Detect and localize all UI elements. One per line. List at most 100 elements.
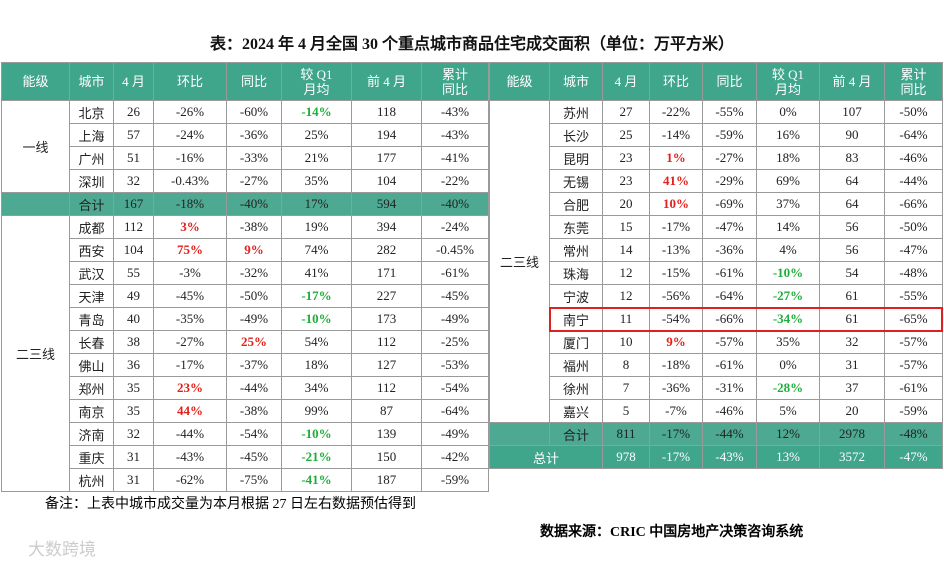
- cell: 35%: [756, 330, 820, 354]
- cell: -61%: [702, 353, 757, 377]
- header-row: 能级 城市 4 月环比 同比较 Q1 月均前 4 月累计 同比: [1, 62, 489, 101]
- cell: 徐州: [549, 376, 603, 400]
- cell: -50%: [226, 284, 282, 308]
- cell: 12: [602, 261, 650, 285]
- left-table: 能级 城市 4 月环比 同比较 Q1 月均前 4 月累计 同比 一线 北京 26 -26% -60%…: [1, 62, 489, 492]
- cell: 38: [113, 330, 154, 354]
- cell: -38%: [226, 399, 282, 423]
- cell: 35%: [281, 169, 352, 193]
- cell: -17%: [649, 422, 703, 446]
- header-text: 同比: [900, 81, 927, 97]
- cell: -25%: [421, 330, 489, 354]
- header-text: 月均: [774, 81, 801, 97]
- cell: 3%: [153, 215, 227, 239]
- cell: -42%: [421, 445, 489, 469]
- subtotal-row: 合计 811 -17% -44% 12% 2978 -48%: [489, 422, 943, 446]
- cell: 87: [351, 399, 422, 423]
- cell: 41%: [281, 261, 352, 285]
- cell: -61%: [421, 261, 489, 285]
- cell: 嘉兴: [549, 399, 603, 423]
- cell: 35: [113, 399, 154, 423]
- data-row: 青岛 40 -35% -49% -10% 173 -49%: [2, 307, 489, 331]
- data-row: 常州 14 -13% -36% 4% 56 -47%: [490, 238, 943, 262]
- cell: 10%: [649, 192, 703, 216]
- cell: 118: [351, 100, 422, 124]
- data-row: 无锡 23 41% -29% 69% 64 -44%: [490, 169, 943, 193]
- header-cell: 较 Q1 月均: [281, 62, 352, 101]
- cell: 173: [351, 307, 422, 331]
- cell: -37%: [226, 353, 282, 377]
- cell: -16%: [153, 146, 227, 170]
- data-row: 济南 32 -44% -54% -10% 139 -49%: [2, 422, 489, 446]
- source: 数据来源：CRIC 中国房地产决策咨询系统: [540, 525, 804, 540]
- data-row: 深圳 32 -0.43% -27% 35% 104 -22%: [2, 169, 489, 193]
- cell: -40%: [226, 192, 282, 216]
- data-row: 珠海 12 -15% -61% -10% 54 -48%: [490, 261, 943, 285]
- cell: 25: [602, 123, 650, 147]
- cell: -43%: [702, 445, 757, 469]
- cell: -43%: [421, 100, 489, 124]
- cell: -14%: [649, 123, 703, 147]
- header-text: 累计: [900, 66, 927, 82]
- cell: 104: [351, 169, 422, 193]
- cell: 282: [351, 238, 422, 262]
- cell: 99%: [281, 399, 352, 423]
- cell: 41%: [649, 169, 703, 193]
- cell: 55: [113, 261, 154, 285]
- cell: 187: [351, 468, 422, 492]
- header-text: 同比: [441, 81, 468, 97]
- cell: 郑州: [69, 376, 114, 400]
- highlight-box: [548, 306, 943, 332]
- cell: -41%: [281, 468, 352, 492]
- header-cell: 累计 同比: [884, 62, 943, 101]
- cell: 珠海: [549, 261, 603, 285]
- cell: 64: [819, 169, 885, 193]
- cell: -57%: [884, 330, 943, 354]
- cell: -50%: [884, 215, 943, 239]
- cell: -44%: [153, 422, 227, 446]
- data-row: 佛山 36 -17% -37% 18% 127 -53%: [2, 353, 489, 377]
- header-text: 能级: [506, 74, 533, 89]
- header-cell: 4 月: [602, 62, 650, 101]
- cell: 青岛: [69, 307, 114, 331]
- cell: 昆明: [549, 146, 603, 170]
- cell: 32: [113, 422, 154, 446]
- header-row: 能级 城市 4 月环比 同比较 Q1 月均前 4 月累计 同比: [489, 62, 943, 101]
- header-text: 城市: [562, 74, 589, 89]
- cell: 0%: [756, 100, 820, 124]
- cell: -65%: [884, 307, 943, 331]
- cell: -22%: [421, 169, 489, 193]
- cell: 32: [819, 330, 885, 354]
- data-row: 西安 104 75% 9% 74% 282 -0.45%: [2, 238, 489, 262]
- cell: -59%: [421, 468, 489, 492]
- cell: 150: [351, 445, 422, 469]
- header-cell: 能级: [1, 62, 70, 101]
- cell: 14%: [756, 215, 820, 239]
- cell: 112: [351, 376, 422, 400]
- cell: 3572: [819, 445, 885, 469]
- cell: 13%: [756, 445, 820, 469]
- cell: 武汉: [69, 261, 114, 285]
- cell: -27%: [153, 330, 227, 354]
- cell: 112: [351, 330, 422, 354]
- cell: 12: [602, 284, 650, 308]
- header-cell: 能级: [489, 62, 550, 101]
- data-row: 郑州 35 23% -44% 34% 112 -54%: [2, 376, 489, 400]
- cell: -53%: [421, 353, 489, 377]
- header-cell: 城市: [69, 62, 114, 101]
- cell: 51: [113, 146, 154, 170]
- cell: -32%: [226, 261, 282, 285]
- cell: 177: [351, 146, 422, 170]
- cell: -22%: [649, 100, 703, 124]
- cell: 总计: [489, 445, 603, 469]
- cell: -48%: [884, 261, 943, 285]
- data-row: 长沙 25 -14% -59% 16% 90 -64%: [490, 123, 943, 147]
- cell: -47%: [884, 238, 943, 262]
- cell: -59%: [884, 399, 943, 423]
- header-text: 累计: [441, 66, 468, 82]
- cell: 25%: [226, 330, 282, 354]
- cell: -38%: [226, 215, 282, 239]
- cell: 福州: [549, 353, 603, 377]
- cell: 杭州: [69, 468, 114, 492]
- cell: -64%: [421, 399, 489, 423]
